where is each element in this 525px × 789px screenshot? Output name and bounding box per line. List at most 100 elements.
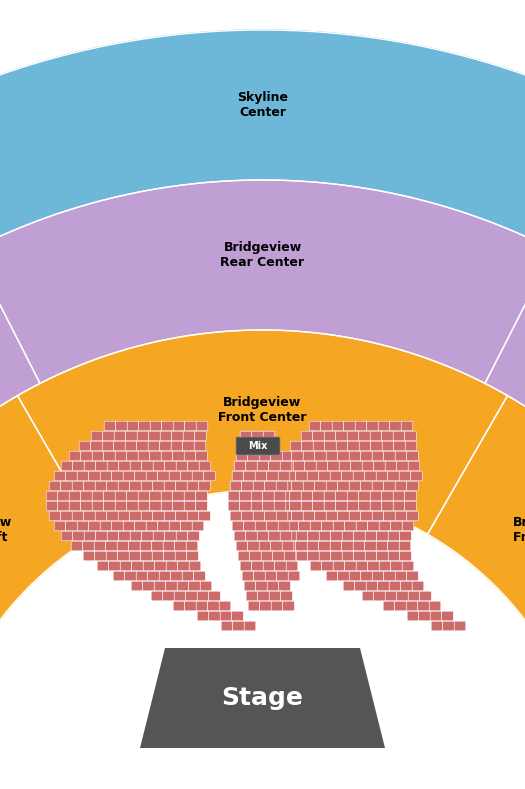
FancyBboxPatch shape — [269, 511, 280, 521]
FancyBboxPatch shape — [164, 481, 176, 491]
FancyBboxPatch shape — [284, 552, 296, 561]
FancyBboxPatch shape — [335, 432, 348, 441]
FancyBboxPatch shape — [395, 451, 407, 461]
FancyBboxPatch shape — [382, 501, 393, 510]
FancyBboxPatch shape — [189, 561, 201, 570]
FancyBboxPatch shape — [61, 462, 73, 471]
FancyBboxPatch shape — [259, 451, 271, 461]
FancyBboxPatch shape — [242, 481, 253, 491]
FancyBboxPatch shape — [400, 552, 411, 561]
FancyBboxPatch shape — [244, 471, 255, 481]
FancyBboxPatch shape — [171, 441, 183, 451]
FancyBboxPatch shape — [188, 531, 200, 540]
FancyBboxPatch shape — [66, 522, 77, 531]
FancyBboxPatch shape — [304, 462, 316, 471]
FancyBboxPatch shape — [161, 501, 173, 510]
FancyBboxPatch shape — [267, 501, 278, 510]
FancyBboxPatch shape — [91, 441, 102, 451]
FancyBboxPatch shape — [118, 552, 129, 561]
FancyBboxPatch shape — [326, 571, 338, 581]
FancyBboxPatch shape — [326, 481, 338, 491]
FancyBboxPatch shape — [388, 552, 400, 561]
FancyBboxPatch shape — [276, 511, 288, 521]
FancyBboxPatch shape — [116, 421, 127, 431]
FancyBboxPatch shape — [324, 501, 336, 510]
FancyBboxPatch shape — [285, 531, 296, 540]
FancyBboxPatch shape — [251, 561, 264, 570]
FancyBboxPatch shape — [228, 492, 240, 501]
FancyBboxPatch shape — [132, 561, 143, 570]
FancyBboxPatch shape — [246, 591, 258, 600]
FancyBboxPatch shape — [255, 471, 267, 481]
FancyBboxPatch shape — [114, 432, 126, 441]
FancyBboxPatch shape — [265, 481, 276, 491]
FancyBboxPatch shape — [290, 492, 301, 501]
FancyBboxPatch shape — [81, 451, 92, 461]
FancyBboxPatch shape — [372, 571, 384, 581]
FancyBboxPatch shape — [282, 462, 293, 471]
FancyBboxPatch shape — [260, 601, 271, 611]
FancyBboxPatch shape — [368, 522, 379, 531]
FancyBboxPatch shape — [330, 541, 342, 551]
FancyBboxPatch shape — [54, 471, 66, 481]
FancyBboxPatch shape — [61, 481, 72, 491]
FancyBboxPatch shape — [255, 522, 267, 531]
FancyBboxPatch shape — [160, 441, 171, 451]
FancyBboxPatch shape — [107, 531, 119, 540]
FancyBboxPatch shape — [115, 451, 127, 461]
FancyBboxPatch shape — [169, 522, 181, 531]
FancyBboxPatch shape — [349, 511, 361, 521]
FancyBboxPatch shape — [251, 432, 264, 441]
FancyBboxPatch shape — [69, 492, 81, 501]
FancyBboxPatch shape — [271, 541, 282, 551]
FancyBboxPatch shape — [372, 481, 384, 491]
FancyBboxPatch shape — [393, 492, 405, 501]
FancyBboxPatch shape — [135, 522, 146, 531]
FancyBboxPatch shape — [185, 421, 196, 431]
FancyBboxPatch shape — [185, 601, 196, 611]
FancyBboxPatch shape — [261, 471, 273, 481]
FancyBboxPatch shape — [177, 581, 189, 591]
FancyBboxPatch shape — [379, 561, 391, 570]
FancyBboxPatch shape — [269, 481, 280, 491]
FancyBboxPatch shape — [115, 501, 127, 510]
FancyBboxPatch shape — [374, 462, 385, 471]
FancyBboxPatch shape — [280, 462, 292, 471]
FancyBboxPatch shape — [209, 611, 220, 621]
FancyBboxPatch shape — [104, 451, 116, 461]
FancyBboxPatch shape — [240, 501, 251, 510]
FancyBboxPatch shape — [242, 571, 254, 581]
FancyBboxPatch shape — [265, 511, 276, 521]
FancyBboxPatch shape — [442, 611, 453, 621]
FancyBboxPatch shape — [273, 531, 285, 540]
FancyBboxPatch shape — [276, 481, 288, 491]
FancyBboxPatch shape — [269, 591, 281, 600]
FancyBboxPatch shape — [169, 471, 181, 481]
FancyBboxPatch shape — [113, 571, 125, 581]
FancyBboxPatch shape — [136, 571, 148, 581]
FancyBboxPatch shape — [408, 462, 420, 471]
FancyBboxPatch shape — [264, 522, 276, 531]
FancyBboxPatch shape — [359, 432, 370, 441]
FancyBboxPatch shape — [372, 451, 384, 461]
FancyBboxPatch shape — [454, 621, 466, 630]
FancyBboxPatch shape — [232, 522, 244, 531]
FancyBboxPatch shape — [333, 561, 345, 570]
FancyBboxPatch shape — [130, 511, 141, 521]
FancyBboxPatch shape — [174, 591, 186, 600]
FancyBboxPatch shape — [333, 522, 345, 531]
FancyBboxPatch shape — [278, 471, 290, 481]
FancyBboxPatch shape — [342, 552, 354, 561]
FancyBboxPatch shape — [267, 471, 278, 481]
FancyBboxPatch shape — [164, 511, 176, 521]
FancyBboxPatch shape — [242, 511, 253, 521]
FancyBboxPatch shape — [275, 561, 286, 570]
FancyBboxPatch shape — [274, 501, 286, 510]
FancyBboxPatch shape — [153, 462, 165, 471]
FancyBboxPatch shape — [359, 441, 371, 451]
FancyBboxPatch shape — [129, 541, 140, 551]
Polygon shape — [0, 250, 40, 539]
FancyBboxPatch shape — [155, 561, 166, 570]
FancyBboxPatch shape — [100, 471, 112, 481]
FancyBboxPatch shape — [265, 571, 277, 581]
